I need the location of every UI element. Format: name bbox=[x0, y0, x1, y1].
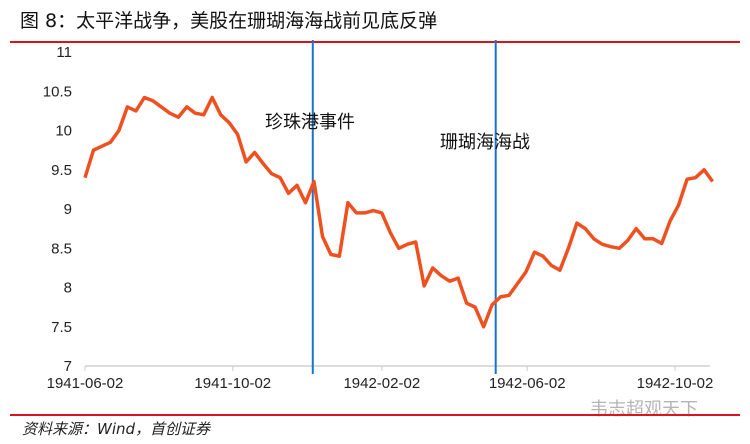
x-tick-label: 1942-06-02 bbox=[489, 375, 566, 392]
y-tick-label: 11 bbox=[56, 44, 72, 61]
y-tick-label: 9 bbox=[64, 201, 72, 218]
x-tick-label: 1941-06-02 bbox=[47, 375, 124, 392]
series-line bbox=[83, 95, 715, 329]
source-rule bbox=[10, 414, 740, 416]
x-tick-label: 1942-10-02 bbox=[637, 375, 714, 392]
event-label: 珊瑚海海战 bbox=[440, 132, 530, 153]
x-tick-label: 1942-02-02 bbox=[343, 375, 420, 392]
y-tick-label: 8 bbox=[64, 280, 72, 297]
title-rule bbox=[10, 41, 740, 43]
y-tick-label: 8.5 bbox=[51, 240, 72, 257]
y-tick-label: 10 bbox=[55, 123, 72, 140]
source-note: 资料来源：Wind，首创证券 bbox=[22, 420, 211, 438]
watermark: 韦志超观天下 bbox=[590, 399, 698, 420]
y-tick-label: 10.5 bbox=[43, 83, 72, 100]
figure-title: 图 8：太平洋战争，美股在珊瑚海海战前见底反弹 bbox=[20, 10, 438, 32]
y-tick-label: 7 bbox=[64, 358, 72, 375]
y-tick-label: 7.5 bbox=[51, 319, 72, 336]
x-tick-label: 1941-10-02 bbox=[194, 375, 271, 392]
y-tick-label: 9.5 bbox=[51, 162, 72, 179]
event-label: 珍珠港事件 bbox=[265, 112, 355, 133]
